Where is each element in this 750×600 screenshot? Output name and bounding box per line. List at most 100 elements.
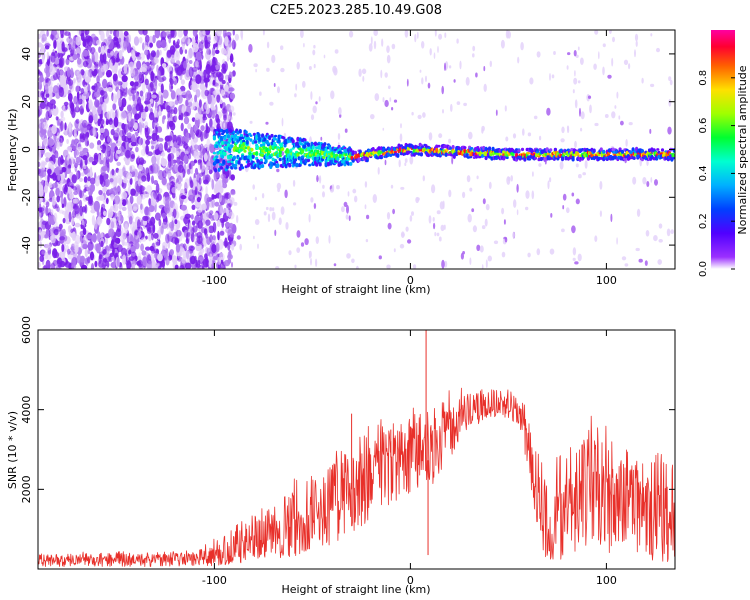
spectrogram-noise-cell bbox=[204, 103, 210, 110]
spectrogram-noise-cell bbox=[200, 125, 205, 132]
spectrogram-noise-cell bbox=[196, 235, 203, 245]
spectrogram-signal-cell bbox=[525, 147, 529, 152]
spectrogram-noise-cell bbox=[113, 116, 119, 128]
spectrogram-signal-cell bbox=[222, 129, 226, 134]
spectrogram-signal-cell bbox=[222, 159, 226, 164]
spectrogram-noise-cell bbox=[108, 189, 112, 194]
spectrogram-noise-cell bbox=[190, 84, 196, 91]
spectrogram-noise-cell bbox=[149, 42, 154, 48]
spectrogram-signal-cell bbox=[291, 139, 295, 144]
spectrogram-noise-cell bbox=[228, 249, 232, 259]
spectrogram-noise-cell bbox=[206, 247, 211, 257]
spectrogram-noise-cell bbox=[380, 69, 383, 79]
spectrogram-noise-cell bbox=[61, 203, 65, 209]
spectrogram-noise-cell bbox=[174, 264, 179, 269]
spectrogram-noise-cell bbox=[229, 233, 235, 238]
spectrogram-signal-cell bbox=[296, 142, 300, 147]
spectrogram-noise-cell bbox=[105, 266, 108, 269]
spectrogram-signal-cell bbox=[224, 141, 228, 145]
spectrogram-noise-cell bbox=[109, 30, 113, 35]
spectrogram-noise-cell bbox=[107, 39, 114, 50]
spectrogram-noise-cell bbox=[516, 183, 519, 193]
spectrogram-noise-cell bbox=[127, 186, 131, 196]
spectrogram-noise-cell bbox=[100, 144, 106, 149]
spectrogram-noise-cell bbox=[63, 101, 69, 106]
snr-xtick-label: 100 bbox=[596, 574, 617, 587]
spectrogram-noise-cell bbox=[144, 44, 149, 52]
spectrogram-noise-cell bbox=[604, 114, 609, 118]
spectrogram-noise-cell bbox=[463, 102, 467, 107]
spectrogram-noise-cell bbox=[572, 89, 575, 94]
spectrogram-noise-cell bbox=[156, 49, 160, 58]
spectrogram-signal-cell bbox=[212, 151, 216, 155]
spectrogram-noise-cell bbox=[190, 169, 193, 175]
spectrogram-noise-cell bbox=[197, 144, 202, 152]
spectrogram-noise-cell bbox=[181, 104, 187, 112]
spectrogram-noise-cell bbox=[65, 209, 70, 217]
spectrogram-noise-cell bbox=[50, 108, 55, 116]
spectrogram-noise-cell bbox=[241, 32, 243, 41]
spectrogram-noise-cell bbox=[133, 202, 139, 210]
spectrogram-noise-cell bbox=[51, 182, 59, 189]
spectrogram-noise-cell bbox=[222, 176, 225, 186]
spectrogram-signal-cell bbox=[264, 158, 268, 164]
spectrogram-noise-cell bbox=[188, 222, 192, 230]
spectrogram-noise-cell bbox=[110, 194, 115, 202]
spectrogram-noise-cell bbox=[42, 197, 46, 203]
spectrogram-noise-cell bbox=[99, 96, 104, 105]
spectrogram-noise-cell bbox=[274, 229, 277, 236]
spectrogram-noise-cell bbox=[349, 30, 354, 38]
spectrogram-signal-cell bbox=[270, 161, 274, 167]
spectrogram-signal-cell bbox=[310, 141, 314, 147]
spectrogram-noise-cell bbox=[400, 123, 402, 129]
spectrogram-noise-cell bbox=[44, 82, 50, 92]
spectrogram-signal-cell bbox=[564, 157, 568, 161]
spectrogram-noise-cell bbox=[81, 119, 88, 128]
spectrogram-noise-cell bbox=[60, 34, 64, 39]
spectrogram-noise-cell bbox=[345, 214, 349, 220]
spectrogram-noise-cell bbox=[230, 191, 236, 196]
spectrogram-signal-cell bbox=[428, 146, 432, 150]
spectrogram-noise-cell bbox=[65, 104, 68, 110]
spectrogram-noise-cell bbox=[180, 90, 187, 95]
spectrogram-noise-cell bbox=[323, 54, 326, 59]
spectrogram-noise-cell bbox=[47, 126, 53, 131]
spectrogram-noise-cell bbox=[343, 201, 348, 207]
spectrogram-noise-cell bbox=[507, 176, 511, 182]
spectrogram-noise-cell bbox=[475, 72, 478, 78]
snr-xlabel: Height of straight line (km) bbox=[281, 583, 430, 596]
spectrogram-signal-cell bbox=[257, 133, 261, 138]
spectrogram-noise-cell bbox=[75, 101, 79, 112]
spectrogram-noise-cell bbox=[309, 250, 312, 258]
spectrogram-noise-cell bbox=[195, 89, 201, 98]
spectrogram-noise-cell bbox=[111, 187, 119, 196]
spectrogram-noise-cell bbox=[61, 41, 65, 52]
spectrogram-noise-cell bbox=[74, 204, 80, 215]
spectrogram-signal-cell bbox=[418, 148, 422, 152]
spectrogram-noise-cell bbox=[208, 143, 213, 153]
spectrogram-noise-cell bbox=[99, 52, 105, 63]
spectrogram-noise-cell bbox=[51, 51, 56, 57]
spectrogram-noise-cell bbox=[308, 213, 311, 223]
spectrogram-signal-cell bbox=[336, 156, 340, 161]
spectrogram-noise-cell bbox=[141, 111, 147, 119]
spectrogram-signal-cell bbox=[266, 142, 271, 145]
spectrogram-noise-cell bbox=[180, 122, 184, 132]
spectrogram-noise-cell bbox=[252, 184, 255, 190]
spectrogram-signal-cell bbox=[218, 144, 222, 148]
spectrogram-signal-cell bbox=[246, 159, 251, 163]
spectrogram-signal-cell bbox=[295, 150, 299, 154]
spectrogram-noise-cell bbox=[151, 155, 157, 165]
spectrogram-ytick-label: 0 bbox=[20, 146, 33, 153]
spectrogram-noise-cell bbox=[416, 31, 419, 39]
spectrogram-noise-cell bbox=[71, 174, 77, 184]
spectrogram-signal-cell bbox=[611, 155, 615, 161]
spectrogram-noise-cell bbox=[507, 30, 511, 39]
spectrogram-noise-cell bbox=[512, 133, 517, 139]
spectrogram-noise-cell bbox=[276, 182, 282, 190]
spectrogram-signal-cell bbox=[306, 142, 311, 146]
spectrogram-noise-cell bbox=[88, 115, 94, 124]
spectrogram-signal-cell bbox=[228, 150, 232, 154]
spectrogram-noise-cell bbox=[82, 60, 89, 68]
spectrogram-signal-cell bbox=[256, 145, 260, 150]
